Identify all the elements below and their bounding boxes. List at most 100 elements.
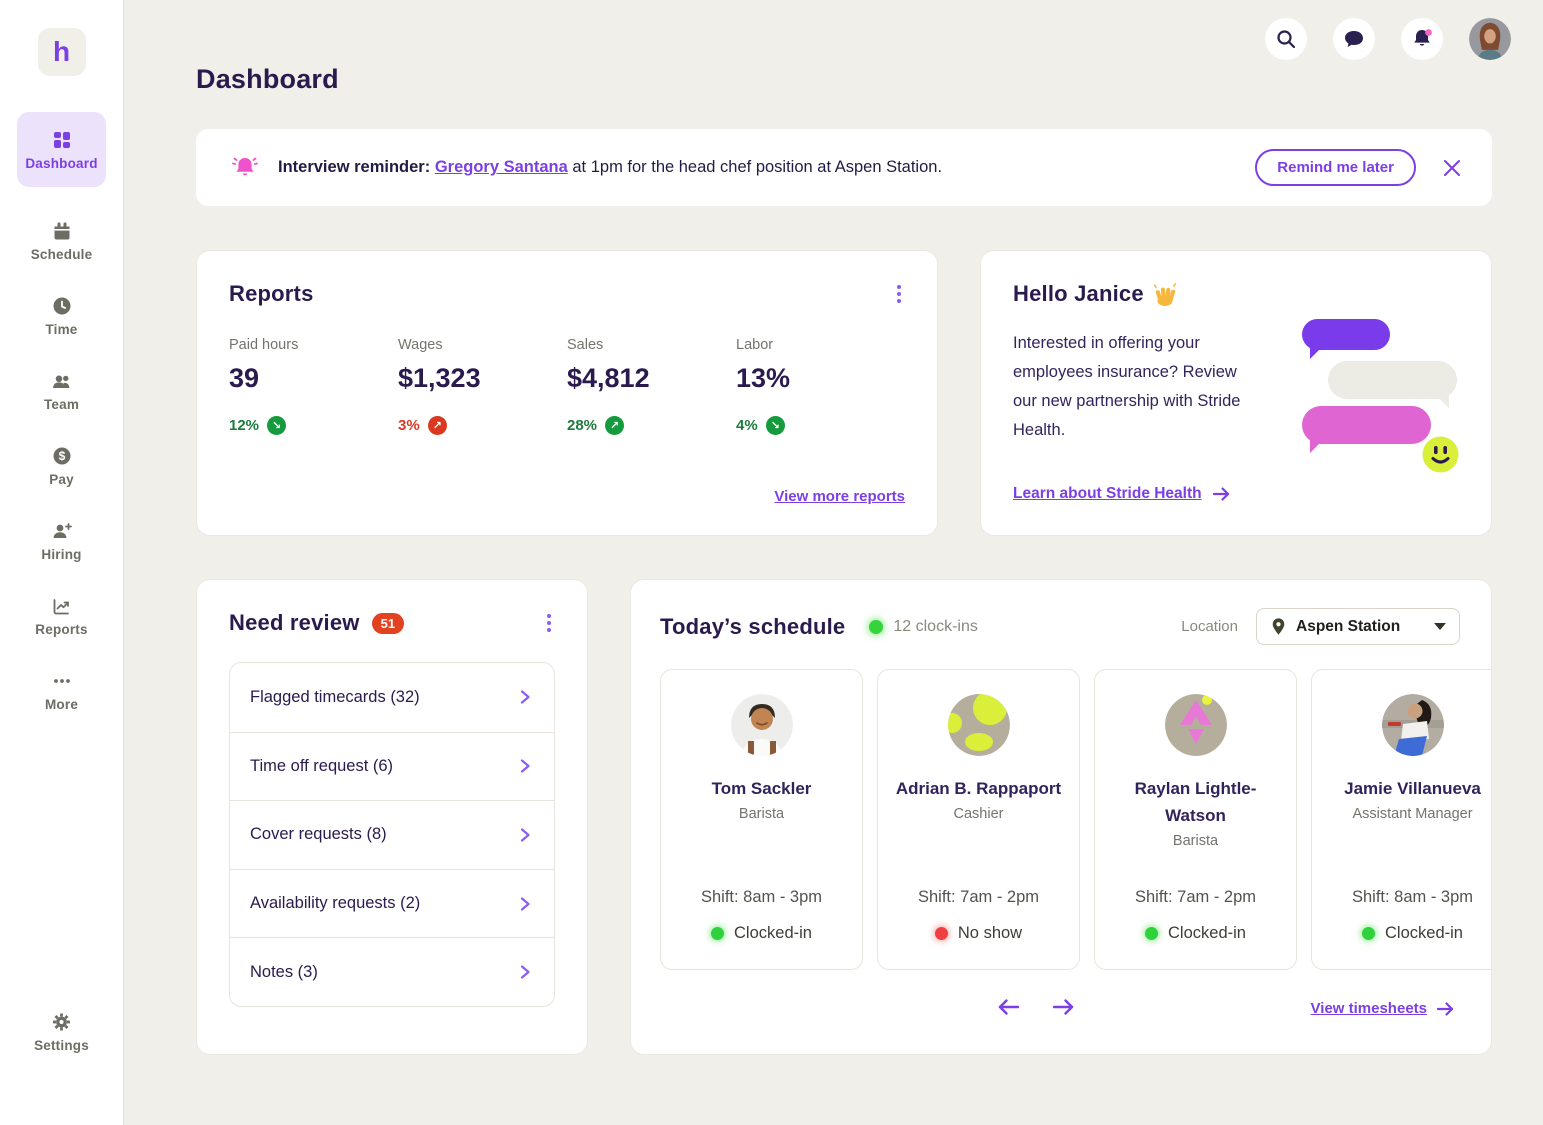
reports-card: Reports Paid hours 39 12% Wages $1,323 3… — [196, 250, 938, 536]
topbar — [1265, 18, 1511, 60]
sidebar-item-settings[interactable]: Settings — [17, 1011, 106, 1053]
speech-bubble-gray — [1328, 361, 1457, 408]
employee-role: Barista — [1172, 833, 1219, 849]
stat-sales: Sales $4,812 28% — [567, 337, 736, 435]
chevron-right-icon — [520, 965, 530, 979]
sidebar: h Dashboard Schedule Time Team — [0, 0, 124, 1125]
close-icon[interactable] — [1442, 158, 1462, 178]
dollar-icon: $ — [52, 445, 72, 467]
sidebar-item-label: More — [44, 697, 79, 712]
user-avatar[interactable] — [1469, 18, 1511, 60]
list-item-time-off-request[interactable]: Time off request (6) — [230, 731, 554, 801]
sidebar-item-label: Reports — [35, 622, 88, 637]
trend-arrow-icon — [427, 416, 447, 435]
chevron-right-icon — [520, 690, 530, 704]
sidebar-item-reports[interactable]: Reports — [17, 595, 106, 637]
list-item-notes[interactable]: Notes (3) — [230, 937, 554, 1006]
employee-status: No show — [934, 924, 1022, 943]
chevron-right-icon — [520, 828, 530, 842]
sidebar-item-team[interactable]: Team — [17, 370, 106, 412]
employee-role: Cashier — [953, 806, 1004, 822]
stat-labor: Labor 13% 4% — [736, 337, 905, 435]
reports-stats: Paid hours 39 12% Wages $1,323 3% Sales … — [229, 337, 905, 435]
status-dot — [1362, 927, 1376, 940]
need-review-count-badge: 51 — [371, 612, 405, 634]
arrow-right-icon — [1436, 1001, 1454, 1016]
employee-cards-row: Tom Sackler Barista Shift: 8am - 3pm Clo… — [660, 669, 1491, 970]
candidate-link[interactable]: Gregory Santana — [434, 158, 568, 176]
schedule-controls: View timesheets — [660, 970, 1460, 1044]
avatar-abstract — [947, 694, 1010, 756]
avatar-photo — [1381, 694, 1444, 756]
employee-card[interactable]: Adrian B. Rappaport Cashier Shift: 7am -… — [877, 669, 1080, 970]
employee-name: Raylan Lightle-Watson — [1134, 779, 1257, 825]
employee-shift: Shift: 8am - 3pm — [700, 888, 823, 906]
sidebar-item-hiring[interactable]: Hiring — [17, 520, 106, 562]
employee-status: Clocked-in — [711, 924, 812, 943]
employee-status: Clocked-in — [1362, 924, 1463, 943]
employee-card[interactable]: Tom Sackler Barista Shift: 8am - 3pm Clo… — [660, 669, 863, 970]
location-dropdown[interactable]: Aspen Station — [1256, 608, 1460, 645]
employee-card[interactable]: Jamie Villanueva Assistant Manager Shift… — [1311, 669, 1491, 970]
caret-down-icon — [1434, 623, 1446, 630]
gear-icon — [52, 1011, 72, 1033]
sidebar-item-time[interactable]: Time — [17, 295, 106, 337]
view-more-reports-link[interactable]: View more reports — [774, 488, 905, 505]
trend-arrow-icon — [267, 416, 287, 435]
kebab-menu-icon[interactable] — [893, 281, 905, 307]
app-logo[interactable]: h — [37, 28, 86, 76]
remind-me-later-button[interactable]: Remind me later — [1255, 149, 1416, 186]
arrow-right-icon[interactable] — [1051, 998, 1075, 1016]
clock-ins-indicator: 12 clock-ins — [869, 618, 978, 636]
need-review-card: Need review 51 Flagged timecards (32) Ti… — [196, 579, 588, 1055]
list-item-cover-requests[interactable]: Cover requests (8) — [230, 800, 554, 869]
reminder-banner: Interview reminder: Gregory Santana at 1… — [196, 129, 1492, 206]
notifications-button[interactable] — [1401, 18, 1443, 60]
sidebar-item-label: Schedule — [30, 247, 93, 262]
messages-button[interactable] — [1333, 18, 1375, 60]
sidebar-item-label: Dashboard — [25, 155, 98, 171]
arrow-left-icon[interactable] — [997, 998, 1021, 1016]
search-icon — [1277, 30, 1296, 49]
notification-dot — [1425, 29, 1432, 36]
svg-text:$: $ — [58, 449, 65, 463]
reminder-bell-icon — [232, 157, 258, 175]
sidebar-item-dashboard[interactable]: Dashboard — [17, 112, 106, 187]
need-review-list: Flagged timecards (32) Time off request … — [229, 662, 555, 1007]
team-icon — [51, 370, 73, 392]
ellipsis-icon — [51, 670, 73, 692]
search-button[interactable] — [1265, 18, 1307, 60]
hello-card: Hello Janice Interested in offering your… — [980, 250, 1492, 536]
reports-title: Reports — [229, 281, 314, 306]
speech-bubble-pink — [1302, 406, 1431, 453]
location-pin-icon — [1272, 618, 1285, 635]
sidebar-item-pay[interactable]: $ Pay — [17, 445, 106, 487]
learn-stride-health-link[interactable]: Learn about Stride Health — [1013, 485, 1231, 503]
location-value: Aspen Station — [1296, 617, 1401, 635]
dashboard-icon — [52, 129, 72, 151]
avatar-photo — [730, 694, 793, 756]
chevron-right-icon — [520, 896, 530, 911]
chat-icon — [1345, 31, 1363, 47]
reminder-bold: Interview reminder: — [278, 158, 431, 176]
chevron-right-icon — [520, 759, 530, 773]
location-label: Location — [1181, 618, 1238, 635]
sidebar-item-label: Settings — [34, 1038, 89, 1053]
list-item-flagged-timecards[interactable]: Flagged timecards (32) — [230, 663, 554, 732]
employee-role: Barista — [738, 806, 785, 822]
employee-role: Assistant Manager — [1352, 806, 1473, 822]
employee-card[interactable]: Raylan Lightle-Watson Barista Shift: 7am… — [1094, 669, 1297, 970]
employee-name: Tom Sackler — [711, 779, 812, 798]
sidebar-item-schedule[interactable]: Schedule — [17, 220, 106, 262]
employee-name: Jamie Villanueva — [1344, 779, 1481, 798]
kebab-menu-icon[interactable] — [543, 610, 555, 636]
employee-shift: Shift: 7am - 2pm — [1134, 888, 1257, 906]
list-item-availability-requests[interactable]: Availability requests (2) — [230, 868, 554, 938]
status-dot — [711, 927, 725, 940]
green-status-dot — [869, 619, 884, 634]
person-add-icon — [51, 520, 73, 542]
view-timesheets-link[interactable]: View timesheets — [1311, 1000, 1455, 1017]
stat-paid-hours: Paid hours 39 12% — [229, 337, 398, 435]
sidebar-item-more[interactable]: More — [17, 670, 106, 712]
